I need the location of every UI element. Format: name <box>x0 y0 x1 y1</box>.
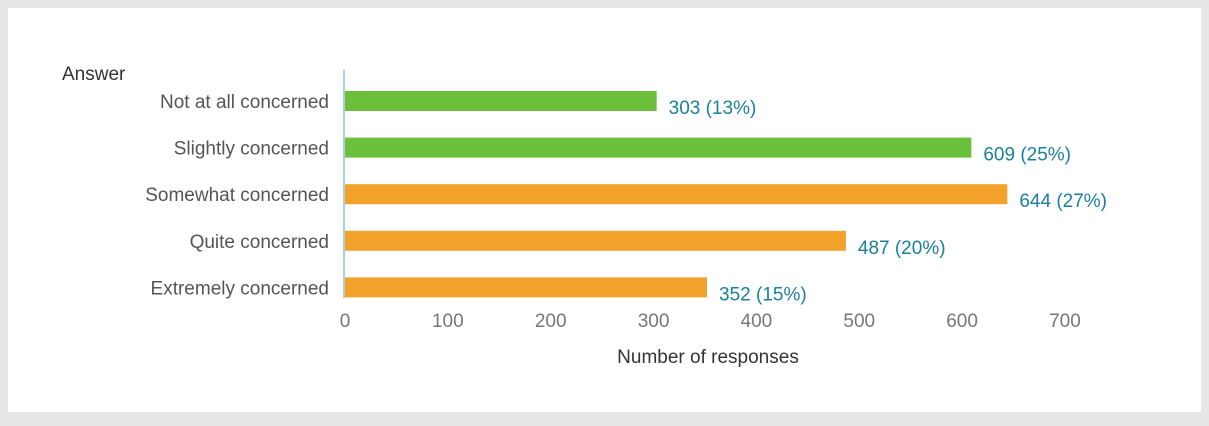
data-labels: 303 (13%) 609 (25%) 644 (27%) 487 (20%) 352 … <box>669 98 1107 305</box>
bar <box>345 91 657 111</box>
y-axis-title: Answer <box>62 64 126 85</box>
category-label: Extremely concerned <box>151 278 329 299</box>
bars-group <box>345 91 1008 298</box>
data-label: 487 (20%) <box>858 238 946 259</box>
x-tick-label: 700 <box>1049 311 1081 332</box>
data-label: 303 (13%) <box>669 98 757 119</box>
data-label: 644 (27%) <box>1019 191 1107 212</box>
x-tick-label: 100 <box>432 311 464 332</box>
x-tick-label: 400 <box>741 311 773 332</box>
chart-panel: Answer Not at all concerned Slightly conc… <box>8 8 1201 412</box>
bar <box>345 184 1008 205</box>
bar <box>345 277 708 298</box>
category-labels: Not at all concerned Slightly concerned So… <box>145 92 329 299</box>
data-label: 352 (15%) <box>719 284 807 305</box>
bar-chart: Answer Not at all concerned Slightly conc… <box>62 64 1107 368</box>
x-tick-label: 200 <box>535 311 567 332</box>
data-label: 609 (25%) <box>983 145 1071 166</box>
category-label: Somewhat concerned <box>145 185 329 206</box>
category-label: Not at all concerned <box>160 92 329 113</box>
x-tick-label: 600 <box>946 311 978 332</box>
x-tick-label: 500 <box>843 311 875 332</box>
category-label: Quite concerned <box>190 232 329 253</box>
x-tick-label: 0 <box>340 311 351 332</box>
category-label: Slightly concerned <box>174 139 329 160</box>
x-tick-labels: 0 100 200 300 400 500 600 700 <box>340 311 1081 332</box>
bar <box>345 230 846 251</box>
x-tick-label: 300 <box>638 311 670 332</box>
bar <box>345 137 972 158</box>
x-axis-title: Number of responses <box>617 347 799 368</box>
